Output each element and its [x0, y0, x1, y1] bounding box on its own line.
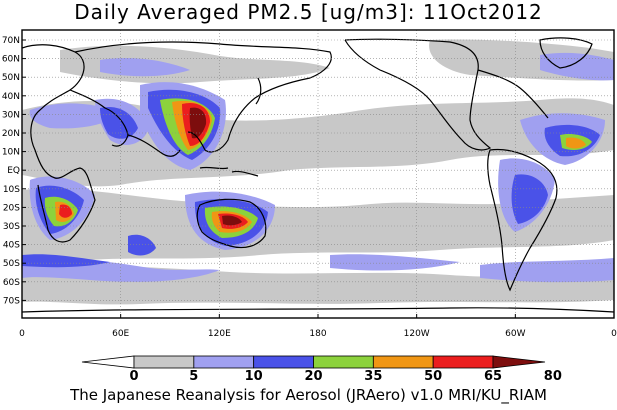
lat-label: 10S — [3, 185, 20, 195]
longitude-labels: 0 60E 120E 180 120W 60W 0 — [19, 314, 617, 339]
pm25-field — [22, 39, 614, 305]
colorbar-segment — [372, 355, 434, 369]
colorbar-segment — [81, 355, 135, 369]
colorbar-label: 50 — [424, 369, 442, 384]
colorbar-label: 65 — [484, 369, 502, 384]
map-grid — [22, 30, 614, 318]
lat-label: 50N — [2, 73, 20, 83]
lat-label: 60S — [3, 278, 20, 288]
colorbar-segment — [313, 355, 374, 369]
lon-label: 60E — [112, 329, 129, 339]
lon-label: 0 — [611, 329, 617, 339]
lat-label: EQ — [7, 166, 20, 176]
colorbar-segment — [253, 355, 314, 369]
lat-label: 40S — [3, 241, 20, 251]
lat-label: 30N — [2, 110, 20, 120]
colorbar-segment — [432, 355, 494, 369]
lat-label: 70N — [2, 36, 20, 46]
lon-label: 180 — [309, 329, 326, 339]
map-title: Daily Averaged PM2.5 [ug/m3]: 11Oct2012 — [74, 0, 543, 24]
lon-label: 120W — [404, 329, 430, 339]
lon-label: 60W — [505, 329, 525, 339]
colorbar-label: 5 — [189, 369, 198, 384]
lat-label: 70S — [3, 296, 20, 306]
coastlines — [22, 37, 614, 313]
lat-label: 60N — [2, 55, 20, 65]
colorbar-label: 20 — [304, 369, 322, 384]
colorbar-label: 0 — [129, 369, 138, 384]
colorbar-label: 10 — [245, 369, 263, 384]
colorbar-segment — [133, 355, 195, 369]
lat-label: 40N — [2, 92, 20, 102]
lat-label: 10N — [2, 148, 20, 158]
lat-label: 20S — [3, 203, 20, 213]
lon-label: 0 — [19, 329, 25, 339]
colorbar-label: 35 — [364, 369, 382, 384]
lon-label: 120E — [208, 329, 231, 339]
lat-label: 30S — [3, 222, 20, 232]
colorbar: 0 5 10 20 35 50 65 80 — [81, 355, 562, 384]
lat-label: 20N — [2, 129, 20, 139]
colorbar-segment — [193, 355, 255, 369]
map-footer: The Japanese Reanalysis for Aerosol (JRA… — [70, 386, 547, 404]
colorbar-segment — [492, 355, 546, 369]
latitude-labels: 70N 60N 50N 40N 30N 20N 10N EQ 10S 20S 30S 40S 50S 60… — [2, 36, 26, 306]
colorbar-label: 80 — [544, 369, 562, 384]
lat-label: 50S — [3, 259, 20, 269]
